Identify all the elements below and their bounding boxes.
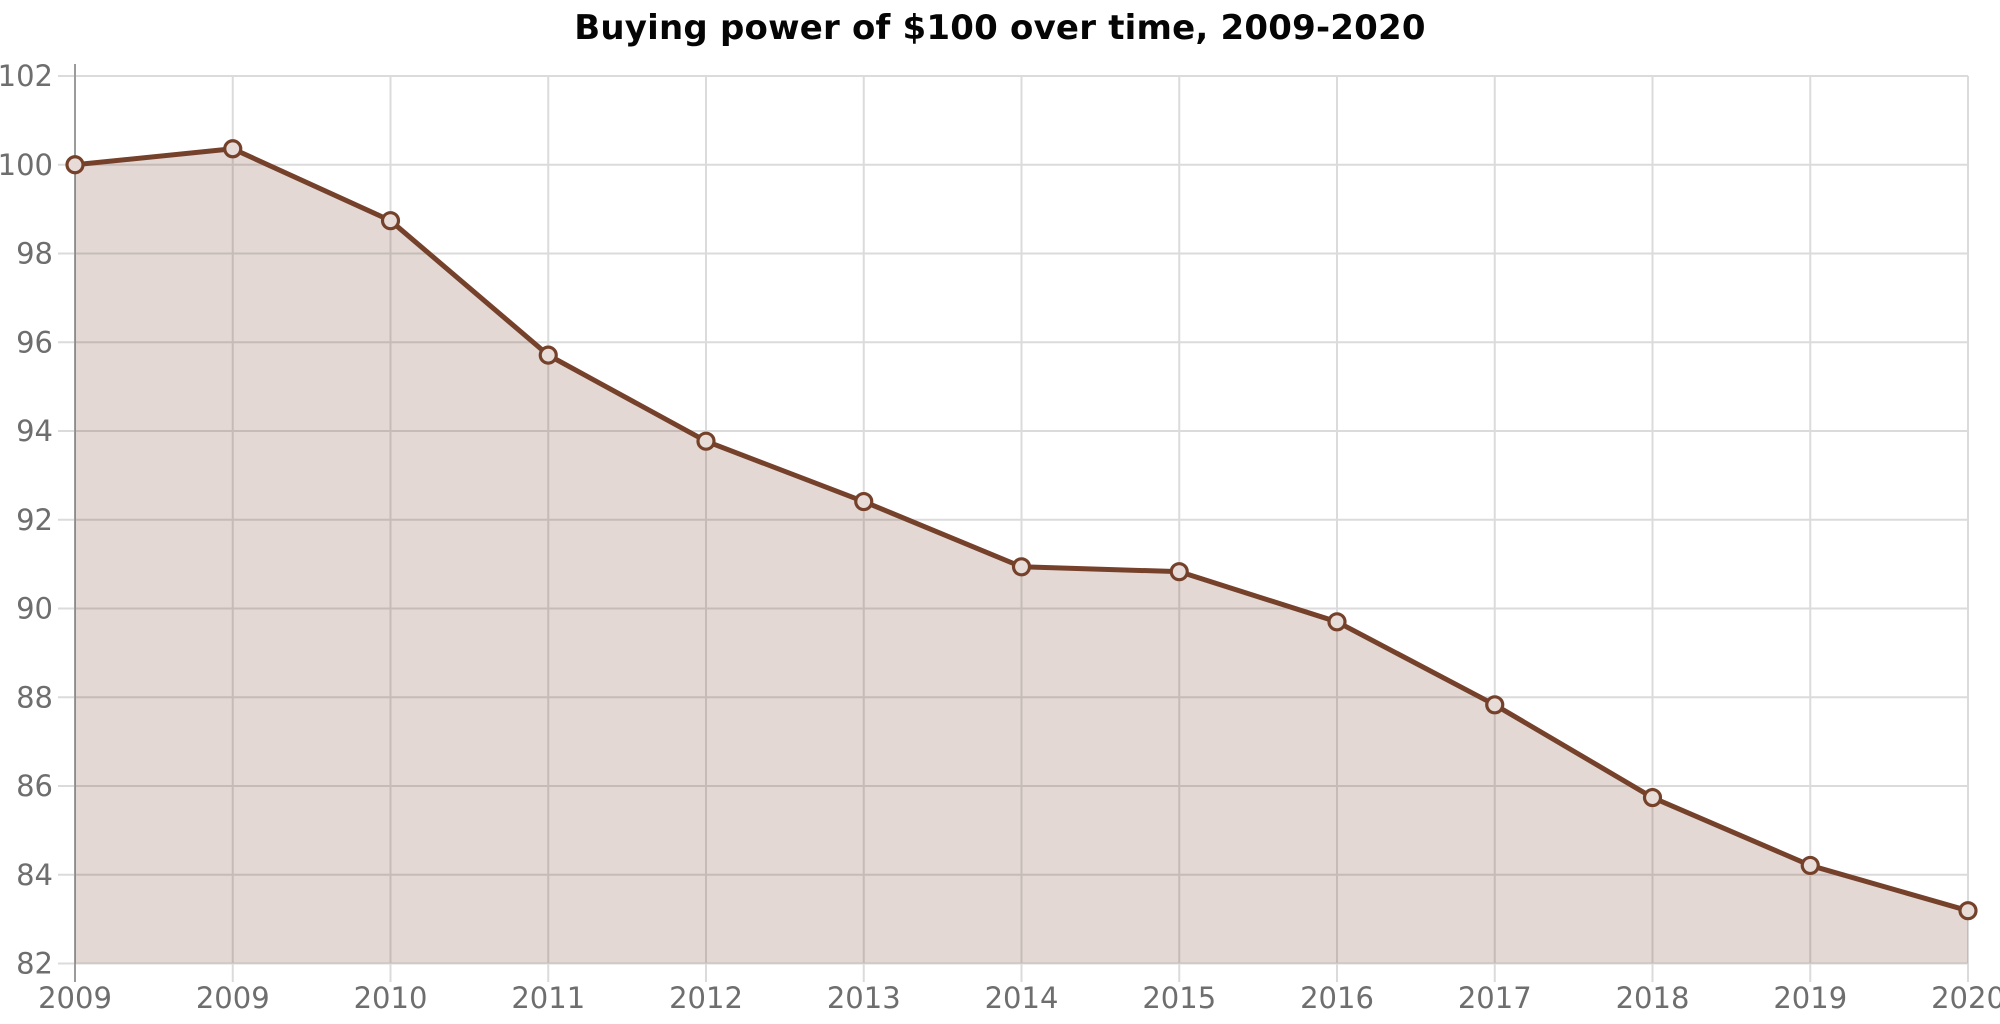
y-tick-label: 90 (16, 592, 53, 626)
x-tick-label: 2010 (354, 981, 428, 1015)
y-tick-label: 98 (16, 237, 53, 271)
x-tick-label: 2015 (1142, 981, 1216, 1015)
data-point-marker (1958, 901, 1978, 921)
data-point-marker (1642, 787, 1663, 808)
y-tick-label: 102 (0, 59, 53, 93)
data-point-marker (1011, 557, 1032, 577)
x-tick-label: 2011 (511, 981, 585, 1015)
x-tick-label: 2013 (827, 981, 901, 1015)
area-fill (75, 148, 1968, 964)
y-tick-label: 84 (16, 858, 53, 892)
data-point-marker (380, 211, 401, 231)
y-tick-label: 96 (16, 325, 53, 359)
y-tick-label: 92 (16, 503, 53, 537)
y-tick-label: 94 (16, 414, 53, 448)
data-point-marker (1485, 695, 1505, 715)
data-point-marker (854, 491, 874, 512)
data-point-marker (538, 345, 558, 365)
x-tick-label: 2009 (196, 981, 270, 1015)
y-tick-label: 88 (16, 680, 53, 714)
data-point-marker (65, 155, 85, 175)
x-tick-label: 2009 (38, 981, 112, 1015)
x-tick-label: 2014 (985, 981, 1059, 1015)
x-tick-label: 2016 (1300, 981, 1374, 1015)
x-tick-label: 2017 (1458, 981, 1532, 1015)
data-point-marker (1169, 562, 1189, 582)
x-tick-label: 2019 (1773, 981, 1847, 1015)
data-point-marker (1800, 855, 1820, 876)
y-tick-label: 82 (16, 947, 53, 981)
x-tick-label: 2012 (669, 981, 743, 1015)
x-tick-label: 2018 (1616, 981, 1690, 1015)
x-tick-label: 2020 (1931, 981, 2000, 1015)
chart-title: Buying power of $100 over time, 2009-202… (574, 8, 1426, 48)
data-point-marker (1327, 612, 1347, 632)
data-point-marker (696, 431, 716, 451)
y-tick-label: 100 (0, 148, 53, 182)
y-tick-label: 86 (16, 769, 53, 803)
data-point-marker (223, 139, 243, 159)
